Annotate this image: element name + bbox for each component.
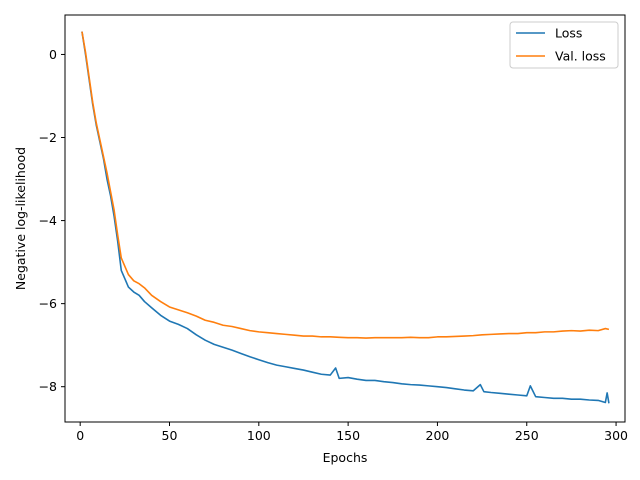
y-axis-ticks: 0 −2 −4 −6 −8 (39, 47, 65, 394)
legend-label-val-loss: Val. loss (555, 49, 606, 64)
y-tick-label: −6 (39, 296, 57, 311)
series-line-loss (81, 31, 610, 404)
plot-lines (81, 31, 610, 404)
x-axis-ticks: 0 50 100 150 200 250 300 (76, 422, 628, 443)
x-tick-label: 200 (426, 428, 450, 443)
x-tick-label: 50 (162, 428, 178, 443)
legend: Loss Val. loss (509, 21, 619, 69)
series-line-val-loss (81, 31, 610, 339)
x-tick-label: 100 (247, 428, 271, 443)
y-tick-label: −4 (39, 213, 57, 228)
x-tick-label: 0 (76, 428, 84, 443)
y-axis-label: Negative log-likelihood (13, 147, 28, 290)
y-tick-label: −8 (39, 379, 57, 394)
legend-label-loss: Loss (555, 26, 582, 41)
x-tick-label: 150 (336, 428, 360, 443)
plot-frame (64, 14, 626, 423)
x-axis-label: Epochs (323, 450, 368, 465)
y-tick-label: 0 (49, 47, 57, 62)
y-tick-label: −2 (39, 130, 57, 145)
x-tick-label: 250 (515, 428, 539, 443)
x-tick-label: 300 (604, 428, 628, 443)
